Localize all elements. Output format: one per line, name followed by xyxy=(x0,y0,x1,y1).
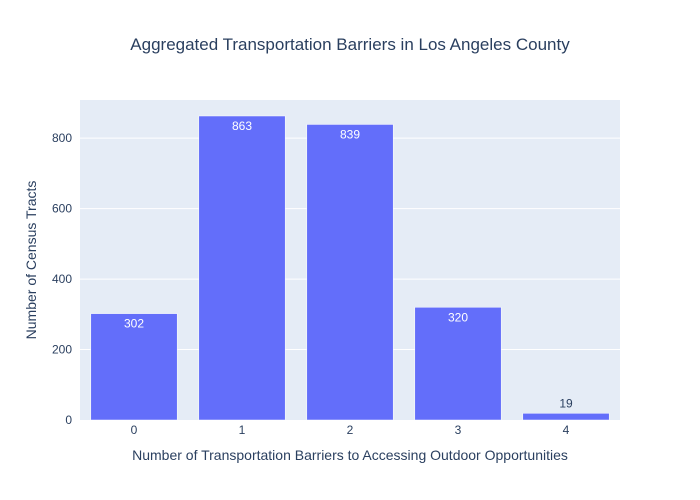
bar xyxy=(198,115,286,421)
bar-value-label: 863 xyxy=(232,119,252,133)
x-axis-ticks: 0 1 2 3 4 xyxy=(131,423,570,437)
y-axis-title: Number of Census Tracts xyxy=(23,181,39,340)
x-tick-label: 4 xyxy=(563,423,570,437)
x-tick-label: 1 xyxy=(239,423,246,437)
y-tick-label: 600 xyxy=(52,202,72,216)
bar xyxy=(306,124,394,421)
bar xyxy=(414,307,502,421)
x-tick-label: 3 xyxy=(455,423,462,437)
y-tick-label: 800 xyxy=(52,131,72,145)
chart-title: Aggregated Transportation Barriers in Lo… xyxy=(130,35,570,54)
bars xyxy=(90,115,610,421)
y-axis-ticks: 0 200 400 600 800 xyxy=(52,131,72,427)
bar-value-label: 19 xyxy=(559,396,573,410)
y-tick-label: 200 xyxy=(52,343,72,357)
x-axis-title: Number of Transportation Barriers to Acc… xyxy=(132,447,568,463)
bar xyxy=(90,313,178,421)
x-tick-label: 2 xyxy=(347,423,354,437)
bar xyxy=(522,413,610,421)
y-tick-label: 400 xyxy=(52,272,72,286)
bar-value-label: 320 xyxy=(448,310,468,324)
bar-value-label: 839 xyxy=(340,127,360,141)
x-tick-label: 0 xyxy=(131,423,138,437)
bar-labels: 302 863 839 320 19 xyxy=(124,119,573,410)
bar-value-label: 302 xyxy=(124,317,144,331)
y-tick-label: 0 xyxy=(65,413,72,427)
